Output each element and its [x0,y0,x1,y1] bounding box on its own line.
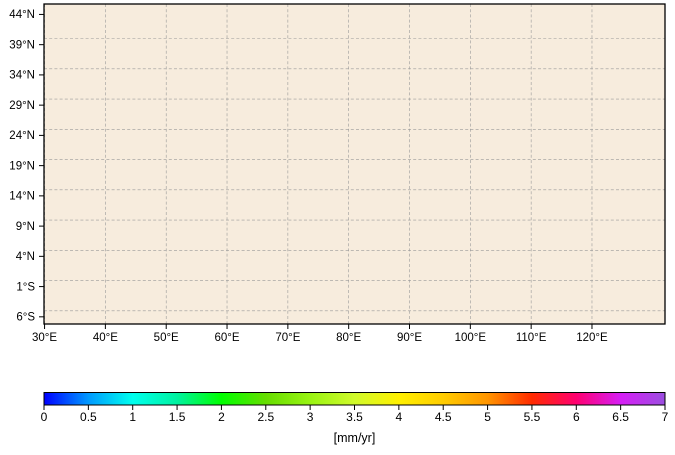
svg-text:50°E: 50°E [154,332,179,344]
svg-text:2: 2 [218,410,225,424]
svg-text:110°E: 110°E [516,332,547,344]
svg-text:90°E: 90°E [397,332,422,344]
svg-text:60°E: 60°E [214,332,239,344]
svg-text:100°E: 100°E [455,332,487,344]
svg-text:44°N: 44°N [9,9,35,21]
svg-text:5: 5 [484,410,491,424]
svg-text:1°S: 1°S [16,281,35,293]
svg-text:2.5: 2.5 [257,410,274,424]
svg-text:4.5: 4.5 [435,410,452,424]
svg-text:5.5: 5.5 [524,410,541,424]
svg-text:1.5: 1.5 [169,410,186,424]
svg-text:9°N: 9°N [16,221,35,233]
svg-text:30°E: 30°E [32,332,57,344]
svg-text:39°N: 39°N [9,39,35,51]
svg-text:40°E: 40°E [93,332,118,344]
svg-text:19°N: 19°N [9,160,35,172]
svg-text:6°S: 6°S [16,312,35,324]
svg-text:3.5: 3.5 [346,410,363,424]
svg-text:3: 3 [307,410,314,424]
svg-text:80°E: 80°E [336,332,361,344]
svg-text:0.5: 0.5 [80,410,97,424]
svg-text:24°N: 24°N [9,130,35,142]
svg-text:70°E: 70°E [275,332,300,344]
svg-text:14°N: 14°N [9,191,35,203]
svg-text:120°E: 120°E [576,332,608,344]
svg-text:6: 6 [573,410,580,424]
svg-text:[mm/yr]: [mm/yr] [334,431,376,445]
svg-text:1: 1 [129,410,136,424]
svg-text:7: 7 [662,410,669,424]
svg-text:0: 0 [41,410,48,424]
svg-text:29°N: 29°N [9,100,35,112]
svg-text:4: 4 [396,410,403,424]
svg-text:34°N: 34°N [9,70,35,82]
svg-text:6.5: 6.5 [612,410,629,424]
svg-text:4°N: 4°N [16,251,35,263]
